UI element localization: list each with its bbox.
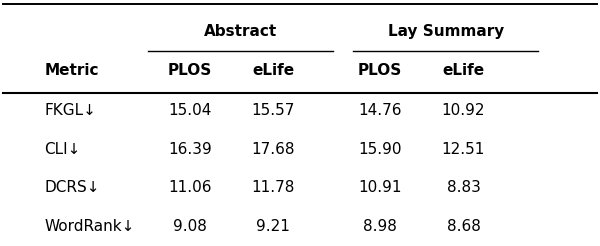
- Text: 10.92: 10.92: [442, 104, 485, 119]
- Text: eLife: eLife: [252, 62, 295, 77]
- Text: PLOS: PLOS: [358, 62, 403, 77]
- Text: 15.90: 15.90: [358, 142, 402, 157]
- Text: 15.57: 15.57: [251, 104, 295, 119]
- Text: 14.76: 14.76: [358, 104, 402, 119]
- Text: 8.83: 8.83: [446, 180, 481, 195]
- Text: 11.06: 11.06: [168, 180, 212, 195]
- Text: eLife: eLife: [442, 62, 485, 77]
- Text: 8.68: 8.68: [446, 219, 481, 234]
- Text: CLI↓: CLI↓: [44, 142, 81, 157]
- Text: 12.51: 12.51: [442, 142, 485, 157]
- Text: WordRank↓: WordRank↓: [44, 219, 135, 234]
- Text: Lay Summary: Lay Summary: [388, 24, 504, 39]
- Text: 15.04: 15.04: [169, 104, 212, 119]
- Text: Metric: Metric: [44, 62, 99, 77]
- Text: PLOS: PLOS: [168, 62, 212, 77]
- Text: 16.39: 16.39: [168, 142, 212, 157]
- Text: 8.98: 8.98: [364, 219, 397, 234]
- Text: 9.08: 9.08: [173, 219, 207, 234]
- Text: 11.78: 11.78: [251, 180, 295, 195]
- Text: 17.68: 17.68: [251, 142, 295, 157]
- Text: 10.91: 10.91: [358, 180, 402, 195]
- Text: FKGL↓: FKGL↓: [44, 104, 96, 119]
- Text: Abstract: Abstract: [204, 24, 277, 39]
- Text: DCRS↓: DCRS↓: [44, 180, 100, 195]
- Text: 9.21: 9.21: [256, 219, 290, 234]
